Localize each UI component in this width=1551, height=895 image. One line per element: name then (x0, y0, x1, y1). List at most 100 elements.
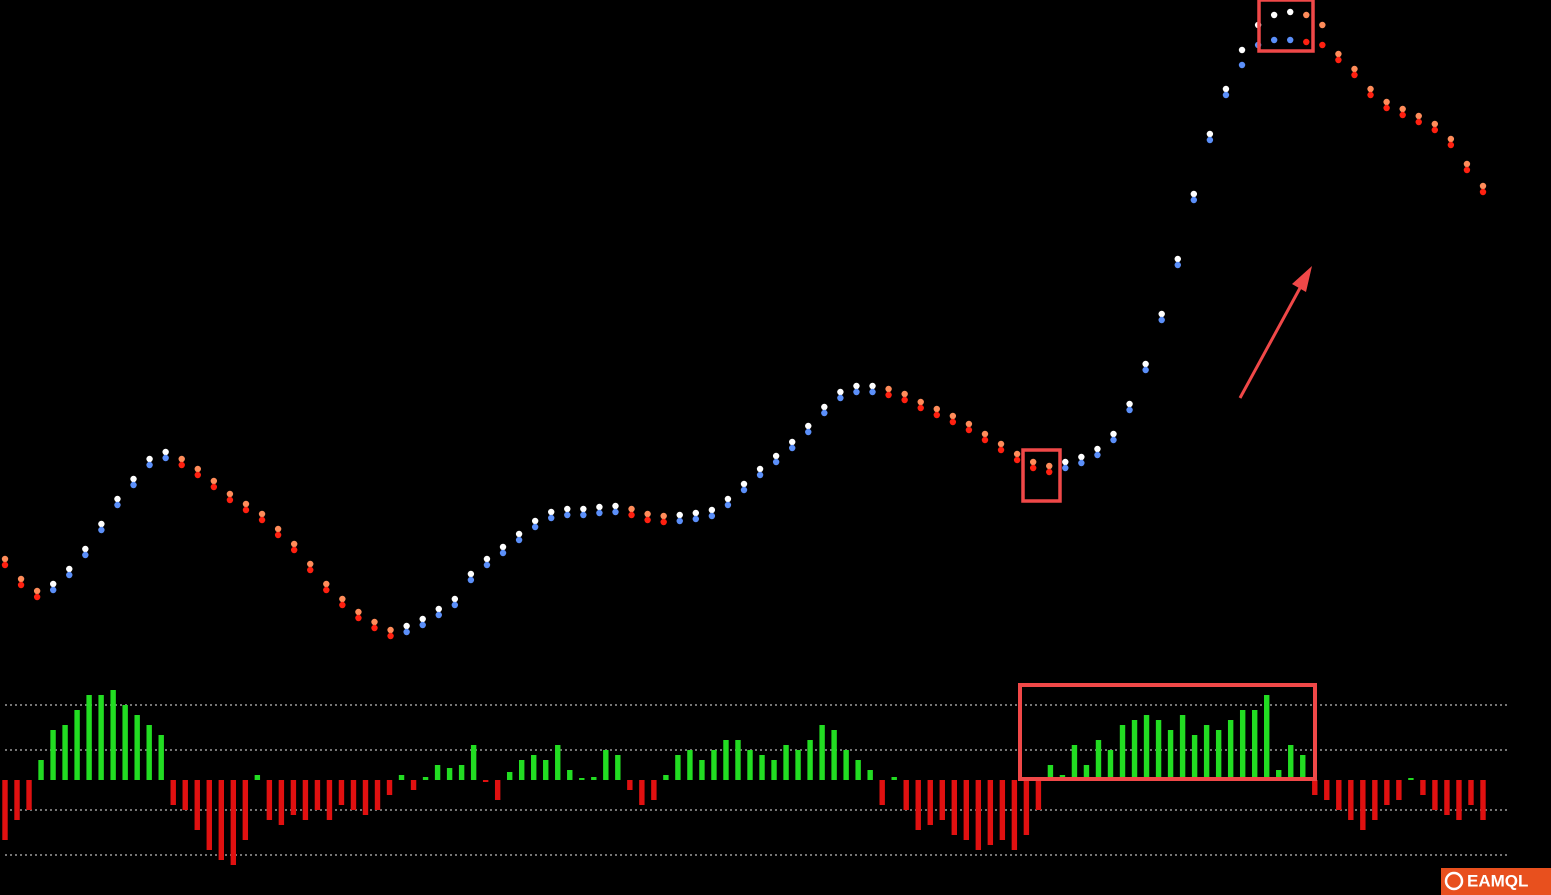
dot (1270, 11, 1278, 19)
bar (591, 777, 597, 780)
bar (86, 695, 92, 780)
bar (146, 725, 152, 780)
dot (821, 409, 828, 417)
bar (110, 690, 116, 780)
bar (975, 780, 982, 850)
dot (1078, 459, 1085, 467)
dot (323, 586, 330, 594)
dot (467, 570, 475, 578)
dot (692, 509, 700, 517)
dot (788, 438, 796, 446)
dot (1013, 456, 1021, 464)
dot (772, 458, 780, 466)
bar (50, 730, 56, 780)
bar (843, 750, 849, 780)
bar (362, 780, 369, 815)
bar (903, 780, 909, 810)
dot (483, 561, 491, 569)
dot (274, 531, 282, 539)
bar (1227, 720, 1234, 780)
bar (951, 780, 957, 835)
bar (374, 780, 381, 810)
dot (435, 611, 442, 619)
dot (531, 517, 539, 525)
dot (1383, 98, 1390, 106)
dot (580, 511, 587, 519)
bar (38, 760, 44, 780)
dot (1431, 126, 1439, 134)
dot (548, 508, 555, 516)
dot (965, 426, 973, 434)
bar (615, 755, 621, 780)
dot (49, 586, 57, 594)
bar (1384, 780, 1390, 805)
bar (134, 715, 140, 780)
dot (210, 477, 218, 485)
dot (1447, 135, 1455, 143)
dot (1415, 112, 1422, 120)
dot (290, 540, 298, 548)
bar (699, 760, 705, 780)
dot (644, 516, 651, 524)
bar (1300, 755, 1306, 780)
dot (194, 471, 201, 479)
dot (740, 486, 748, 494)
dot (933, 405, 940, 413)
dot (660, 518, 667, 526)
dot (981, 430, 989, 438)
dot (130, 475, 137, 483)
dot (1094, 451, 1101, 459)
bar (531, 755, 537, 780)
bar (218, 780, 224, 860)
dot (339, 595, 346, 603)
dot (644, 510, 651, 518)
dot (419, 615, 426, 623)
dot (483, 555, 491, 563)
dot (660, 512, 667, 520)
dot (355, 608, 362, 616)
bar (891, 777, 897, 780)
dot (1287, 36, 1294, 44)
dot (1142, 366, 1149, 374)
bar (1215, 730, 1222, 780)
dot (1399, 111, 1406, 119)
dot (821, 403, 828, 411)
bar (194, 780, 200, 830)
dot (435, 605, 442, 613)
dot (1142, 360, 1149, 368)
dot (901, 390, 908, 398)
bar (831, 730, 837, 780)
dot (1126, 400, 1133, 408)
bar (230, 780, 237, 865)
bar (747, 750, 753, 780)
bar (422, 777, 429, 780)
bar (1083, 765, 1090, 780)
bar (1167, 730, 1174, 780)
dot (371, 618, 378, 626)
bar (62, 725, 68, 780)
bar (1191, 735, 1198, 780)
dot (17, 581, 25, 589)
bar (1071, 745, 1078, 780)
dot (1222, 91, 1230, 99)
dot (724, 495, 732, 503)
bar (1312, 780, 1318, 795)
bar (482, 780, 489, 782)
bar (1432, 780, 1438, 810)
dot (1046, 462, 1053, 470)
bar (446, 768, 453, 780)
bar (1251, 710, 1258, 780)
dot (1479, 182, 1487, 190)
dot (1094, 445, 1101, 453)
dot (49, 580, 57, 588)
bar (1023, 780, 1030, 835)
bar (627, 780, 633, 790)
bar (1107, 750, 1114, 780)
bar (663, 775, 669, 780)
dot (1046, 468, 1053, 476)
dot (146, 455, 153, 463)
bar (170, 780, 176, 805)
dot (1158, 316, 1165, 324)
dot (403, 628, 410, 636)
